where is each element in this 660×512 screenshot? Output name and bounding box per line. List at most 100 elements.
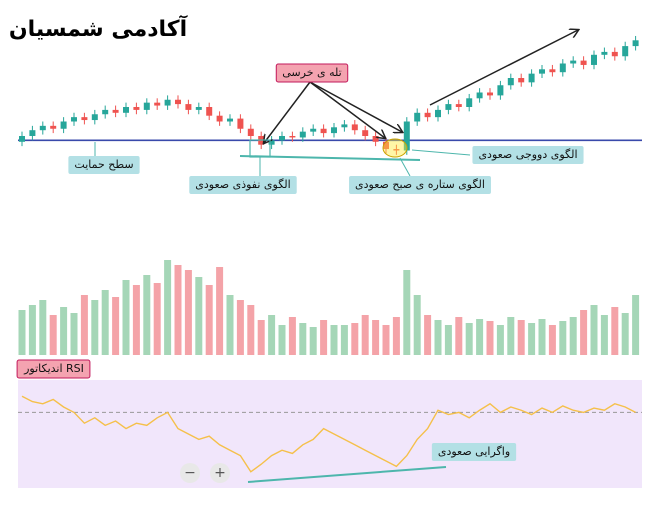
candle-body bbox=[549, 69, 556, 73]
annotation: اندیکاتور RSI bbox=[16, 359, 91, 379]
volume-bar bbox=[143, 275, 151, 355]
volume-bar bbox=[559, 321, 567, 355]
candle-body bbox=[455, 104, 462, 107]
volume-bar bbox=[49, 315, 57, 355]
candle-body bbox=[539, 69, 545, 74]
candle-body bbox=[91, 114, 98, 121]
volume-bar bbox=[309, 327, 317, 355]
volume-bar bbox=[590, 305, 598, 355]
volume-bar bbox=[455, 317, 463, 355]
candle-body bbox=[133, 107, 140, 110]
volume-bar bbox=[268, 315, 276, 355]
volume-bar bbox=[257, 320, 265, 355]
annotation-box bbox=[472, 146, 584, 164]
annotation-label: اندیکاتور RSI bbox=[23, 362, 84, 375]
rsi-panel bbox=[18, 380, 642, 488]
volume-bar bbox=[507, 317, 515, 355]
volume-bar bbox=[517, 320, 525, 355]
volume-bar bbox=[205, 285, 213, 355]
volume-bar bbox=[184, 270, 192, 355]
annotation: الگوی دووجی صعودی bbox=[472, 146, 584, 164]
annotation: تله ی خرسی bbox=[275, 63, 349, 83]
annotation: الگوی ستاره ی صبح صعودی bbox=[349, 176, 491, 194]
candle-body bbox=[154, 102, 161, 106]
volume-bar bbox=[60, 307, 68, 355]
arrow bbox=[264, 81, 311, 143]
volume-bar bbox=[465, 323, 473, 355]
rsi-background bbox=[18, 380, 642, 488]
candle-body bbox=[414, 112, 421, 122]
zoom-button[interactable] bbox=[180, 463, 200, 483]
volume-bar bbox=[91, 300, 99, 355]
volume-bar bbox=[39, 300, 47, 355]
volume-bar bbox=[112, 297, 120, 355]
candle-body bbox=[279, 136, 285, 141]
volume-bar bbox=[548, 325, 556, 355]
volume-bar bbox=[611, 307, 619, 355]
candle-body bbox=[601, 51, 608, 55]
annotations: تله ی خرسی سطح حمایت الگوی نفوذی صعودی الگو… bbox=[16, 30, 584, 483]
zoom-out[interactable]: − bbox=[180, 463, 200, 483]
candle-body bbox=[216, 115, 223, 122]
candle-body bbox=[611, 51, 618, 57]
annotation: واگرایی صعودی bbox=[431, 443, 517, 461]
volume-bar bbox=[330, 325, 338, 355]
volume-bar bbox=[351, 323, 359, 355]
candle-body bbox=[393, 149, 400, 151]
volume-bar bbox=[320, 320, 328, 355]
volume-bar bbox=[288, 317, 296, 355]
zoom-in[interactable]: + bbox=[210, 463, 230, 483]
candle-body bbox=[71, 117, 77, 122]
candle-body bbox=[622, 46, 629, 57]
volume-bar bbox=[70, 313, 78, 355]
candle-body bbox=[227, 118, 233, 122]
volume-bar bbox=[299, 323, 307, 355]
candle-body bbox=[445, 104, 452, 110]
candle-body bbox=[39, 125, 46, 131]
arrow bbox=[309, 81, 385, 138]
annotation-label: واگرایی صعودی bbox=[438, 445, 510, 458]
volume-bar bbox=[216, 267, 224, 355]
candle-body bbox=[351, 124, 358, 131]
volume-bar bbox=[153, 283, 161, 355]
zoom-label[interactable]: − bbox=[184, 465, 196, 481]
volume-bar bbox=[413, 295, 421, 355]
candle-body bbox=[143, 102, 150, 110]
candle-body bbox=[123, 107, 129, 113]
volume-bar bbox=[496, 325, 504, 355]
candle-body bbox=[206, 107, 213, 116]
zoom-button[interactable] bbox=[210, 463, 230, 483]
candle-body bbox=[466, 98, 473, 107]
volume-bar bbox=[580, 310, 588, 355]
candle-body bbox=[185, 104, 192, 110]
annotation: سطح حمایت bbox=[68, 156, 140, 174]
volume-bar bbox=[476, 319, 484, 355]
candle-body bbox=[29, 130, 36, 136]
divergence-line bbox=[247, 466, 447, 483]
pointer bbox=[399, 157, 411, 177]
annotation: الگوی نفوذی صعودی bbox=[189, 176, 297, 194]
candle-body bbox=[289, 136, 296, 138]
candle-body bbox=[341, 124, 348, 128]
volume-bar bbox=[132, 285, 140, 355]
pattern-ellipse bbox=[382, 138, 408, 158]
volume-bar bbox=[122, 280, 130, 355]
volume-bar bbox=[278, 325, 286, 355]
candle-body bbox=[164, 99, 171, 106]
volume-bar bbox=[195, 277, 203, 355]
arrow bbox=[309, 81, 402, 132]
candle-body bbox=[507, 78, 514, 86]
zoom-label[interactable]: + bbox=[214, 465, 226, 481]
volume-bar bbox=[164, 260, 172, 355]
candle-body bbox=[580, 60, 587, 65]
candle-body bbox=[112, 109, 119, 113]
candle-body bbox=[50, 125, 57, 129]
volume-bar bbox=[444, 325, 452, 355]
candle-body bbox=[310, 128, 317, 132]
candle-body bbox=[60, 121, 67, 129]
volume-bar bbox=[600, 315, 608, 355]
arrow bbox=[429, 30, 578, 106]
volume-bar bbox=[538, 319, 546, 355]
annotation-label: سطح حمایت bbox=[74, 158, 133, 171]
annotation-box bbox=[275, 63, 349, 83]
